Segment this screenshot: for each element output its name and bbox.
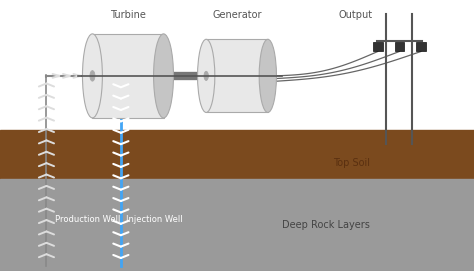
Ellipse shape [259,39,276,112]
Bar [416,42,426,51]
Bar [206,39,268,112]
Text: Output: Output [339,10,373,20]
Ellipse shape [204,71,209,80]
Text: Deep Rock Layers: Deep Rock Layers [282,220,370,230]
Ellipse shape [82,34,102,118]
Text: Top Soil: Top Soil [333,158,370,167]
Bar [394,42,404,51]
Text: Injection Well: Injection Well [126,215,182,224]
Ellipse shape [154,34,173,118]
Ellipse shape [90,71,95,81]
Text: Generator: Generator [212,10,262,20]
Bar [0,130,474,179]
Bar [0,179,474,271]
Ellipse shape [198,39,215,112]
Bar [373,42,383,51]
Text: Turbine: Turbine [110,10,146,20]
Text: Production Well: Production Well [55,215,120,224]
Bar [92,34,164,118]
